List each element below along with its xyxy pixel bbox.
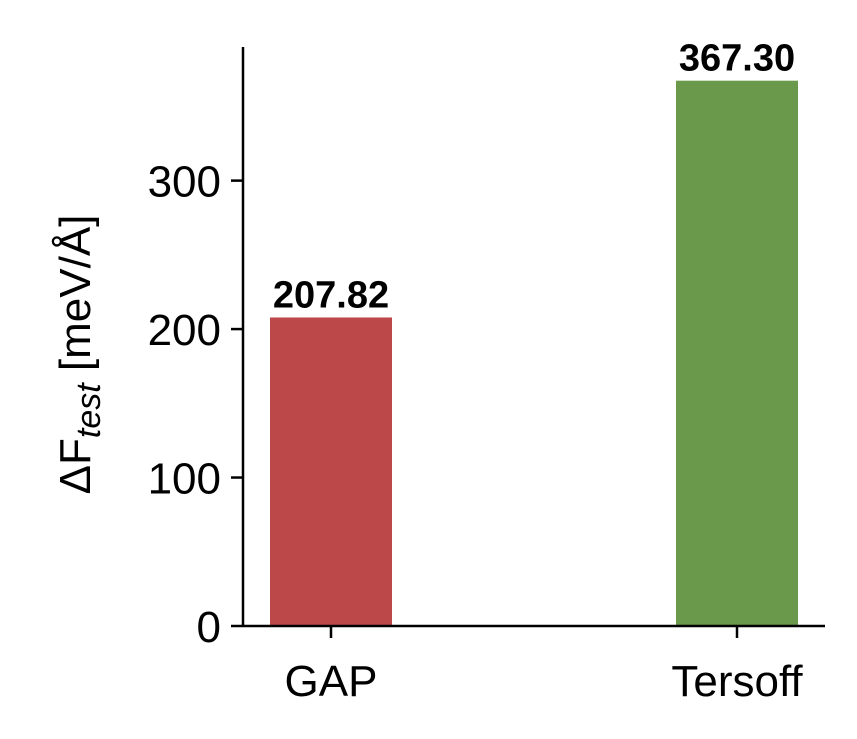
y-axis-title: ΔFtest [meV/Å] xyxy=(51,215,108,495)
svg-text:ΔFtest [meV/Å]: ΔFtest [meV/Å] xyxy=(51,215,108,495)
data-labels-group: 207.82 367.30 xyxy=(273,38,795,317)
y-tick-label: 200 xyxy=(148,306,221,355)
y-axis-title-subscript: test xyxy=(70,382,108,438)
x-tick-label-tersoff: Tersoff xyxy=(671,657,803,706)
bars-group xyxy=(270,80,798,627)
y-axis-title-prefix: ΔF xyxy=(51,438,100,494)
bar-tersoff xyxy=(676,80,798,627)
x-tick-label-gap: GAP xyxy=(285,657,378,706)
y-tick-label: 100 xyxy=(148,455,221,504)
x-axis: GAP Tersoff xyxy=(243,624,825,706)
data-label-tersoff: 367.30 xyxy=(679,38,795,80)
y-tick-label: 300 xyxy=(148,158,221,207)
y-tick-label: 0 xyxy=(197,603,221,652)
data-label-gap: 207.82 xyxy=(273,274,389,316)
bar-gap xyxy=(270,317,392,626)
y-axis-title-unit: [meV/Å] xyxy=(51,215,100,384)
y-axis: 0 100 200 300 xyxy=(148,47,245,652)
